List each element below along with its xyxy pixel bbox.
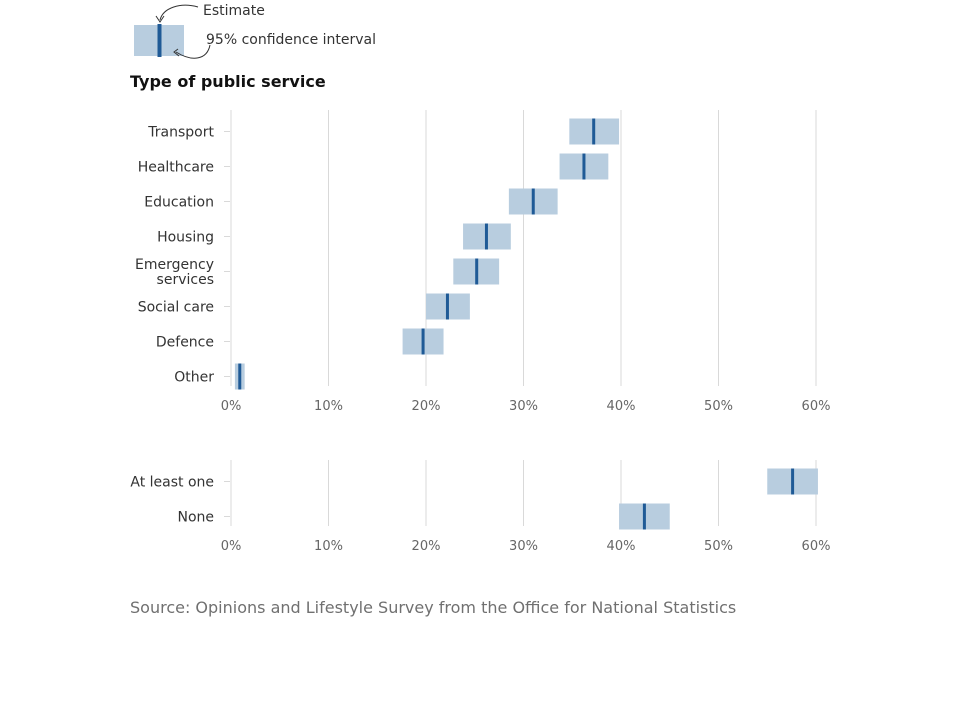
category-label: Social care	[138, 300, 214, 316]
x-tick-label: 10%	[314, 539, 343, 554]
estimate-marker	[484, 223, 488, 250]
estimate-marker	[592, 118, 596, 145]
legend: Estimate 95% confidence interval	[134, 3, 376, 59]
x-tick-label: 30%	[509, 539, 538, 554]
x-tick-label: 0%	[221, 539, 242, 554]
category-label: services	[157, 272, 214, 288]
legend-ci-label: 95% confidence interval	[206, 32, 376, 48]
category-label: Defence	[156, 335, 214, 351]
plot-panel-2: 0% 10% 20% 30% 40% 50% 60% At least one None	[130, 460, 830, 554]
category-label: Healthcare	[138, 160, 214, 176]
x-tick-label: 50%	[704, 399, 733, 414]
x-tick-label: 30%	[509, 399, 538, 414]
category-label: Emergency	[135, 257, 214, 273]
category-label: Education	[144, 195, 214, 211]
x-tick-label: 0%	[221, 399, 242, 414]
x-tick-label: 60%	[802, 399, 831, 414]
legend-estimate-arrowhead	[155, 15, 165, 23]
category-label: Transport	[147, 125, 214, 141]
estimate-marker	[531, 188, 535, 215]
x-tick-label: 50%	[704, 539, 733, 554]
category-label: Housing	[157, 230, 214, 246]
estimate-marker	[642, 503, 646, 530]
estimate-marker	[582, 153, 586, 180]
estimate-marker	[445, 293, 449, 320]
category-label: None	[177, 510, 214, 526]
x-tick-label: 20%	[412, 539, 441, 554]
x-tick-label: 40%	[607, 399, 636, 414]
x-tick-label: 40%	[607, 539, 636, 554]
legend-estimate-arrow	[159, 4, 199, 21]
x-tick-label: 20%	[412, 399, 441, 414]
legend-estimate-label: Estimate	[203, 3, 265, 19]
category-label: At least one	[130, 475, 214, 491]
category-label: Other	[174, 370, 214, 386]
legend-ci-arrowhead	[173, 48, 180, 57]
legend-estimate-marker	[157, 24, 162, 57]
estimate-marker	[475, 258, 479, 285]
estimate-marker	[238, 363, 242, 390]
plot-panel-1: 0% 10% 20% 30% 40% 50% 60% Transport Healthcare E…	[135, 110, 830, 414]
legend-ci-arrow	[175, 44, 211, 59]
source-note: Source: Opinions and Lifestyle Survey fr…	[130, 598, 737, 617]
estimate-marker	[791, 468, 795, 495]
x-tick-label: 60%	[802, 539, 831, 554]
plots: 0% 10% 20% 30% 40% 50% 60% Transport Healthcare E…	[130, 110, 830, 554]
estimate-marker	[421, 328, 425, 355]
x-tick-label: 10%	[314, 399, 343, 414]
section-heading: Type of public service	[130, 72, 326, 91]
